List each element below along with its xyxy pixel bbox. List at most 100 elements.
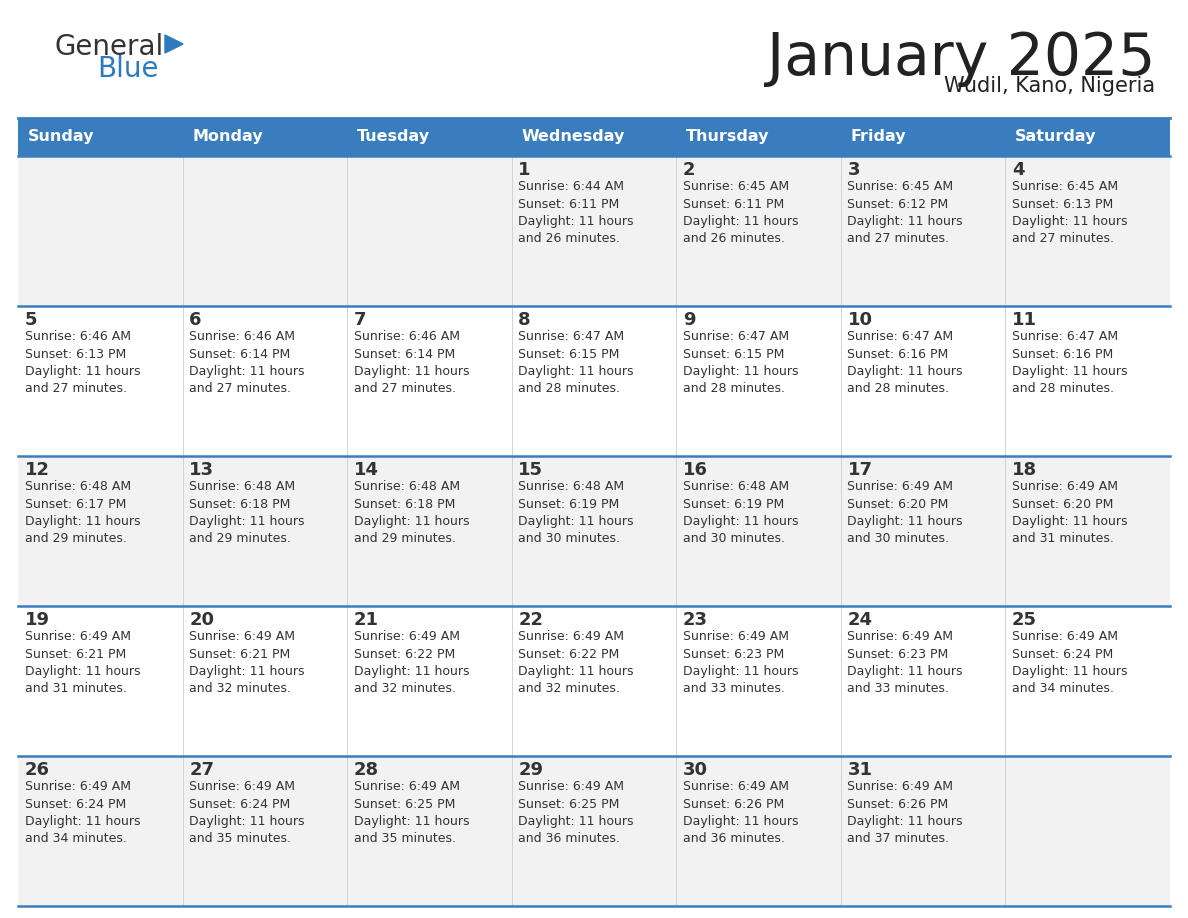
Bar (841, 118, 1005, 156)
Text: 30: 30 (683, 761, 708, 779)
Text: General: General (55, 33, 164, 61)
Bar (676, 756, 841, 906)
Bar (1005, 456, 1170, 606)
Bar (1005, 306, 1170, 456)
Text: Monday: Monday (192, 129, 263, 144)
Text: 3: 3 (847, 161, 860, 179)
Text: 22: 22 (518, 611, 543, 629)
Bar (183, 456, 347, 606)
Bar (183, 306, 347, 456)
Text: Friday: Friday (851, 129, 906, 144)
Bar (1005, 606, 1170, 756)
Text: 24: 24 (847, 611, 872, 629)
Text: Sunrise: 6:47 AM
Sunset: 6:15 PM
Daylight: 11 hours
and 28 minutes.: Sunrise: 6:47 AM Sunset: 6:15 PM Dayligh… (518, 330, 633, 396)
Text: 29: 29 (518, 761, 543, 779)
Bar (18, 756, 183, 906)
Text: 11: 11 (1012, 311, 1037, 329)
Bar (18, 606, 183, 756)
Text: Wudil, Kano, Nigeria: Wudil, Kano, Nigeria (944, 76, 1155, 96)
Text: Sunrise: 6:49 AM
Sunset: 6:24 PM
Daylight: 11 hours
and 35 minutes.: Sunrise: 6:49 AM Sunset: 6:24 PM Dayligh… (189, 780, 304, 845)
Text: Sunrise: 6:49 AM
Sunset: 6:26 PM
Daylight: 11 hours
and 36 minutes.: Sunrise: 6:49 AM Sunset: 6:26 PM Dayligh… (683, 780, 798, 845)
Text: Sunrise: 6:49 AM
Sunset: 6:20 PM
Daylight: 11 hours
and 31 minutes.: Sunrise: 6:49 AM Sunset: 6:20 PM Dayligh… (1012, 480, 1127, 545)
Text: Sunrise: 6:49 AM
Sunset: 6:23 PM
Daylight: 11 hours
and 33 minutes.: Sunrise: 6:49 AM Sunset: 6:23 PM Dayligh… (683, 630, 798, 696)
Text: Sunrise: 6:49 AM
Sunset: 6:23 PM
Daylight: 11 hours
and 33 minutes.: Sunrise: 6:49 AM Sunset: 6:23 PM Dayligh… (847, 630, 963, 696)
Text: Sunday: Sunday (27, 129, 94, 144)
Bar (841, 456, 1005, 606)
Text: 16: 16 (683, 461, 708, 479)
Text: 6: 6 (189, 311, 202, 329)
Bar (1005, 118, 1170, 156)
Bar (347, 156, 512, 306)
Bar (676, 118, 841, 156)
Text: Sunrise: 6:45 AM
Sunset: 6:11 PM
Daylight: 11 hours
and 26 minutes.: Sunrise: 6:45 AM Sunset: 6:11 PM Dayligh… (683, 180, 798, 245)
Text: 5: 5 (25, 311, 37, 329)
Text: 19: 19 (25, 611, 50, 629)
Text: 4: 4 (1012, 161, 1024, 179)
Text: Sunrise: 6:45 AM
Sunset: 6:12 PM
Daylight: 11 hours
and 27 minutes.: Sunrise: 6:45 AM Sunset: 6:12 PM Dayligh… (847, 180, 963, 245)
Text: Sunrise: 6:49 AM
Sunset: 6:21 PM
Daylight: 11 hours
and 32 minutes.: Sunrise: 6:49 AM Sunset: 6:21 PM Dayligh… (189, 630, 304, 696)
Text: Sunrise: 6:49 AM
Sunset: 6:24 PM
Daylight: 11 hours
and 34 minutes.: Sunrise: 6:49 AM Sunset: 6:24 PM Dayligh… (1012, 630, 1127, 696)
Bar (183, 756, 347, 906)
Bar (512, 118, 676, 156)
Text: January 2025: January 2025 (766, 30, 1155, 87)
Text: 13: 13 (189, 461, 214, 479)
Text: Sunrise: 6:49 AM
Sunset: 6:25 PM
Daylight: 11 hours
and 36 minutes.: Sunrise: 6:49 AM Sunset: 6:25 PM Dayligh… (518, 780, 633, 845)
Text: 8: 8 (518, 311, 531, 329)
Text: 28: 28 (354, 761, 379, 779)
Bar (347, 118, 512, 156)
Text: Sunrise: 6:47 AM
Sunset: 6:16 PM
Daylight: 11 hours
and 28 minutes.: Sunrise: 6:47 AM Sunset: 6:16 PM Dayligh… (1012, 330, 1127, 396)
Text: Sunrise: 6:46 AM
Sunset: 6:14 PM
Daylight: 11 hours
and 27 minutes.: Sunrise: 6:46 AM Sunset: 6:14 PM Dayligh… (189, 330, 304, 396)
Bar (512, 306, 676, 456)
Text: Sunrise: 6:49 AM
Sunset: 6:22 PM
Daylight: 11 hours
and 32 minutes.: Sunrise: 6:49 AM Sunset: 6:22 PM Dayligh… (518, 630, 633, 696)
Text: Sunrise: 6:46 AM
Sunset: 6:14 PM
Daylight: 11 hours
and 27 minutes.: Sunrise: 6:46 AM Sunset: 6:14 PM Dayligh… (354, 330, 469, 396)
Text: Thursday: Thursday (687, 129, 770, 144)
Text: Tuesday: Tuesday (358, 129, 430, 144)
Text: 1: 1 (518, 161, 531, 179)
Text: 26: 26 (25, 761, 50, 779)
Bar (18, 118, 183, 156)
Text: Sunrise: 6:49 AM
Sunset: 6:20 PM
Daylight: 11 hours
and 30 minutes.: Sunrise: 6:49 AM Sunset: 6:20 PM Dayligh… (847, 480, 963, 545)
Text: 2: 2 (683, 161, 695, 179)
Bar (841, 306, 1005, 456)
Text: Sunrise: 6:47 AM
Sunset: 6:16 PM
Daylight: 11 hours
and 28 minutes.: Sunrise: 6:47 AM Sunset: 6:16 PM Dayligh… (847, 330, 963, 396)
Bar (347, 306, 512, 456)
Text: 12: 12 (25, 461, 50, 479)
Bar (676, 606, 841, 756)
Bar (676, 306, 841, 456)
Bar (183, 156, 347, 306)
Text: Sunrise: 6:48 AM
Sunset: 6:18 PM
Daylight: 11 hours
and 29 minutes.: Sunrise: 6:48 AM Sunset: 6:18 PM Dayligh… (189, 480, 304, 545)
Text: 15: 15 (518, 461, 543, 479)
Text: Sunrise: 6:49 AM
Sunset: 6:24 PM
Daylight: 11 hours
and 34 minutes.: Sunrise: 6:49 AM Sunset: 6:24 PM Dayligh… (25, 780, 140, 845)
Bar (347, 456, 512, 606)
Bar (18, 306, 183, 456)
Text: Sunrise: 6:49 AM
Sunset: 6:22 PM
Daylight: 11 hours
and 32 minutes.: Sunrise: 6:49 AM Sunset: 6:22 PM Dayligh… (354, 630, 469, 696)
Bar (676, 156, 841, 306)
Text: 23: 23 (683, 611, 708, 629)
Bar (18, 156, 183, 306)
Text: 18: 18 (1012, 461, 1037, 479)
Bar (676, 456, 841, 606)
Text: Sunrise: 6:48 AM
Sunset: 6:18 PM
Daylight: 11 hours
and 29 minutes.: Sunrise: 6:48 AM Sunset: 6:18 PM Dayligh… (354, 480, 469, 545)
Text: 25: 25 (1012, 611, 1037, 629)
Text: Sunrise: 6:46 AM
Sunset: 6:13 PM
Daylight: 11 hours
and 27 minutes.: Sunrise: 6:46 AM Sunset: 6:13 PM Dayligh… (25, 330, 140, 396)
Bar (841, 606, 1005, 756)
Text: Sunrise: 6:44 AM
Sunset: 6:11 PM
Daylight: 11 hours
and 26 minutes.: Sunrise: 6:44 AM Sunset: 6:11 PM Dayligh… (518, 180, 633, 245)
Text: Sunrise: 6:49 AM
Sunset: 6:21 PM
Daylight: 11 hours
and 31 minutes.: Sunrise: 6:49 AM Sunset: 6:21 PM Dayligh… (25, 630, 140, 696)
Bar (18, 456, 183, 606)
Bar (512, 156, 676, 306)
Bar (512, 606, 676, 756)
Text: Sunrise: 6:48 AM
Sunset: 6:19 PM
Daylight: 11 hours
and 30 minutes.: Sunrise: 6:48 AM Sunset: 6:19 PM Dayligh… (518, 480, 633, 545)
Text: 27: 27 (189, 761, 214, 779)
Text: 14: 14 (354, 461, 379, 479)
Text: 10: 10 (847, 311, 872, 329)
Text: 21: 21 (354, 611, 379, 629)
Text: Sunrise: 6:49 AM
Sunset: 6:26 PM
Daylight: 11 hours
and 37 minutes.: Sunrise: 6:49 AM Sunset: 6:26 PM Dayligh… (847, 780, 963, 845)
Text: 20: 20 (189, 611, 214, 629)
Text: 7: 7 (354, 311, 366, 329)
Text: Wednesday: Wednesday (522, 129, 625, 144)
Bar (841, 756, 1005, 906)
Text: Saturday: Saturday (1016, 129, 1097, 144)
Bar (183, 606, 347, 756)
Text: Blue: Blue (97, 55, 158, 83)
Text: 31: 31 (847, 761, 872, 779)
